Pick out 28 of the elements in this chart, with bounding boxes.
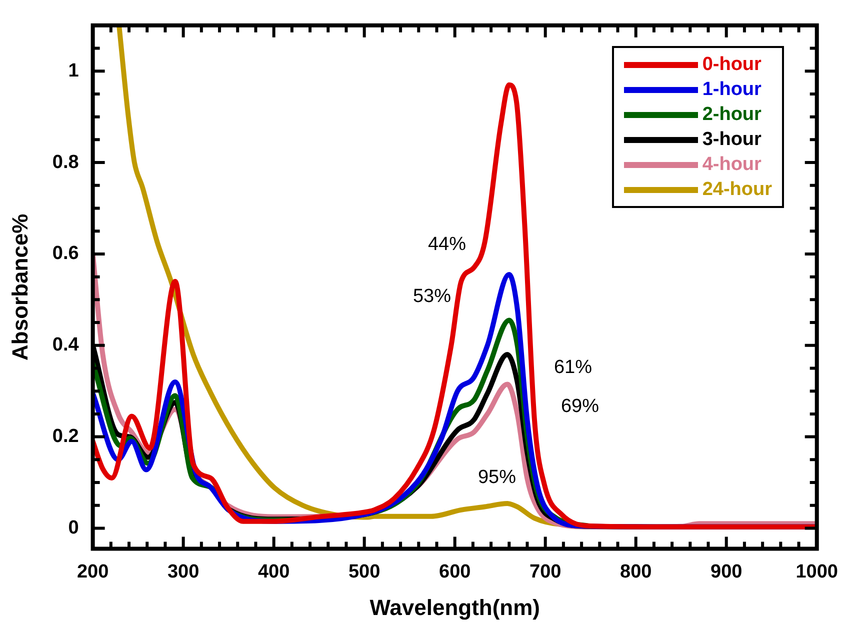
x-tick-label: 500 [348,561,380,582]
y-tick-label: 0.2 [52,426,79,448]
x-tick-label: 1000 [796,561,838,582]
x-tick-label: 300 [167,561,200,582]
annotation: 61% [554,357,592,378]
legend-label: 24-hour [702,178,772,202]
annotation: 95% [478,467,516,488]
legend-label: 0-hour [702,53,762,77]
legend-label: 2-hour [702,103,762,127]
y-tick-label: 1 [68,60,80,82]
x-tick-label: 900 [710,561,742,582]
y-tick-label: 0.4 [52,334,80,356]
x-tick-label: 800 [620,561,652,582]
y-tick-label: 0 [68,517,79,538]
x-tick-label: 600 [438,561,471,582]
y-tick-label: 0.6 [52,243,79,264]
legend-label: 4-hour [702,153,762,177]
x-axis-title: Wavelength(nm) [370,594,540,620]
x-tick-label: 400 [258,561,290,582]
annotation: 44% [428,234,466,256]
x-tick-label: 200 [76,561,109,582]
x-tick-label: 700 [529,561,562,582]
annotation: 53% [412,286,452,308]
legend-label: 3-hour [702,128,762,152]
annotation: 69% [560,396,600,418]
y-tick-label: 0.8 [52,152,79,173]
legend-label: 1-hour [702,78,762,102]
y-axis-title: Absorbance% [7,214,32,360]
